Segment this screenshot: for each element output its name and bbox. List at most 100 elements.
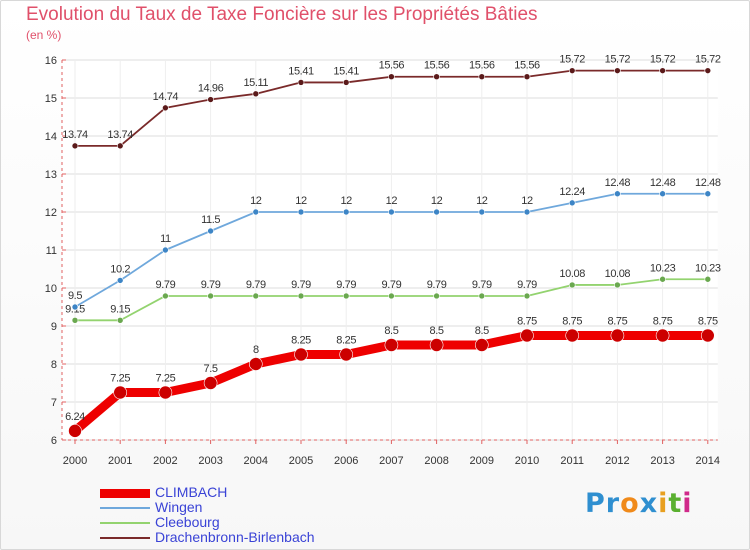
data-label-drachenbronn-birlenbach: 15.56 [424, 60, 450, 72]
data-point-wingen [162, 246, 169, 254]
data-label-climbach: 8 [253, 344, 259, 356]
data-point-drachenbronn-birlenbach [478, 73, 486, 81]
data-point-drachenbronn-birlenbach [342, 79, 350, 86]
data-label-wingen: 11 [160, 233, 171, 245]
data-point-climbach [655, 328, 670, 343]
data-label-wingen: 10.2 [110, 263, 130, 275]
data-label-drachenbronn-birlenbach: 15.72 [605, 54, 631, 66]
data-point-cleebourg [252, 292, 260, 300]
data-point-drachenbronn-birlenbach [659, 67, 666, 74]
data-label-cleebourg: 9.79 [472, 279, 492, 291]
data-point-cleebourg [388, 292, 395, 300]
data-point-wingen [388, 208, 395, 216]
data-point-drachenbronn-birlenbach [388, 73, 395, 81]
data-label-drachenbronn-birlenbach: 15.11 [243, 77, 268, 89]
data-label-wingen: 12.48 [695, 177, 721, 189]
logo-letter: P [585, 488, 606, 519]
y-tick-label: 9 [51, 321, 57, 333]
x-tick-label: 2005 [289, 455, 313, 467]
data-point-wingen [614, 190, 621, 198]
data-label-climbach: 7.5 [204, 363, 218, 375]
data-point-drachenbronn-birlenbach [614, 67, 621, 74]
data-point-wingen [252, 208, 260, 216]
data-label-drachenbronn-birlenbach: 13.74 [107, 129, 133, 141]
data-point-cleebourg [523, 292, 531, 300]
legend-label: Wingen [155, 499, 203, 515]
data-label-cleebourg: 10.23 [650, 262, 676, 274]
data-label-climbach: 8.25 [291, 335, 311, 347]
x-tick-label: 2008 [424, 455, 448, 467]
data-label-wingen: 12 [476, 195, 488, 207]
data-point-climbach [249, 357, 263, 371]
data-label-drachenbronn-birlenbach: 15.56 [379, 60, 405, 72]
legend-label: CLIMBACH [155, 484, 228, 500]
data-label-climbach: 8.5 [475, 325, 489, 337]
data-point-cleebourg [568, 281, 576, 289]
x-tick-label: 2009 [470, 455, 494, 467]
data-point-drachenbronn-birlenbach [71, 142, 79, 150]
data-point-cleebourg [614, 281, 621, 289]
x-tick-label: 2012 [605, 455, 629, 467]
data-label-climbach: 8.75 [653, 316, 673, 328]
data-label-climbach: 8.75 [698, 316, 718, 328]
data-label-wingen: 12 [386, 195, 398, 207]
series-wingen: 9.5 10.2 11 11.5 12 12 12 12 12 12 12 12.24 12.48 12.… [68, 177, 721, 311]
data-point-drachenbronn-birlenbach [704, 67, 712, 74]
data-label-wingen: 12.24 [559, 186, 585, 198]
data-label-cleebourg: 9.79 [427, 279, 447, 291]
data-point-drachenbronn-birlenbach [252, 90, 260, 98]
x-tick-label: 2004 [244, 455, 268, 467]
data-point-climbach [339, 347, 354, 362]
data-label-drachenbronn-birlenbach: 15.72 [559, 54, 585, 66]
x-tick-label: 2007 [379, 455, 403, 467]
data-point-wingen [342, 208, 350, 216]
data-label-climbach: 8.5 [384, 325, 398, 337]
data-label-cleebourg: 9.79 [246, 279, 266, 291]
x-tick-label: 2003 [198, 455, 222, 467]
x-tick-label: 2014 [696, 455, 720, 467]
series-climbach: 6.24 7.25 7.25 7.5 8 8.25 8.25 8.5 8.5 8.5 8.75 8.7… [65, 316, 718, 438]
y-tick-label: 6 [51, 435, 57, 447]
proxiti-logo: Proxiti [585, 488, 693, 519]
data-point-wingen [568, 199, 576, 207]
data-label-climbach: 8.25 [336, 335, 356, 347]
data-label-wingen: 12 [250, 195, 262, 207]
data-label-drachenbronn-birlenbach: 15.72 [650, 54, 676, 66]
data-label-drachenbronn-birlenbach: 15.72 [695, 54, 721, 66]
data-point-wingen [207, 227, 214, 235]
data-label-cleebourg: 9.79 [201, 279, 221, 291]
legend-swatch [100, 507, 150, 509]
y-unit-label: (en %) [26, 28, 62, 42]
data-label-climbach: 6.24 [65, 411, 85, 423]
logo-letter: r [605, 488, 621, 519]
data-point-climbach [158, 385, 173, 400]
y-tick-label: 12 [45, 207, 57, 219]
y-tick-label: 16 [45, 55, 57, 67]
logo-letter: x [639, 488, 659, 519]
x-tick-label: 2001 [108, 455, 132, 467]
data-point-climbach [68, 424, 82, 438]
data-label-wingen: 12 [295, 195, 307, 207]
data-point-climbach [203, 376, 218, 390]
data-point-drachenbronn-birlenbach [207, 96, 214, 103]
data-point-wingen [71, 303, 79, 311]
data-label-drachenbronn-birlenbach: 15.41 [288, 65, 314, 77]
legend-label: Drachenbronn-Birlenbach [155, 529, 315, 545]
legend-swatch [100, 489, 150, 498]
y-tick-label: 13 [45, 169, 57, 181]
data-label-climbach: 8.75 [607, 316, 627, 328]
data-point-drachenbronn-birlenbach [523, 73, 531, 81]
x-tick-label: 2002 [153, 455, 177, 467]
y-tick-label: 10 [45, 283, 57, 295]
data-label-drachenbronn-birlenbach: 15.41 [333, 65, 359, 77]
data-label-wingen: 12 [521, 195, 533, 207]
data-label-wingen: 11.5 [201, 214, 220, 226]
y-tick-label: 7 [51, 397, 57, 409]
data-point-climbach [113, 385, 127, 400]
chart-title: Evolution du Taux de Taxe Foncière sur l… [26, 4, 538, 25]
data-point-wingen [659, 190, 666, 198]
x-tick-label: 2010 [515, 455, 539, 467]
data-label-wingen: 12 [340, 195, 352, 207]
logo-letter: o [620, 488, 640, 519]
